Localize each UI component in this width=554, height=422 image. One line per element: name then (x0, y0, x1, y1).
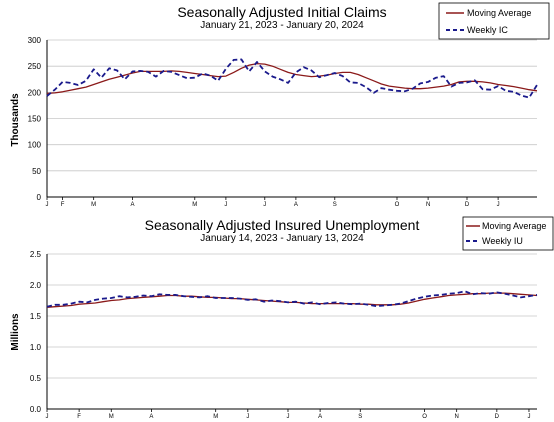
chart1-y-tick-label: 100 (28, 141, 42, 150)
plot-layer: 0 50 100 150 200 250 300 J F M A M J J A S O N D J 0.0 0.5 1.0… (28, 36, 538, 420)
chart2-y-tick-label: 2.5 (30, 250, 42, 259)
chart2-x-tick-label: F (77, 414, 81, 420)
chart1-x-tick-label: J (46, 202, 49, 208)
chart1-x-tick-label: S (333, 202, 337, 208)
chart2-y-tick-label: 1.5 (30, 312, 42, 321)
chart1-x-tick-label: A (294, 202, 298, 208)
chart2-series-weekly-line (46, 290, 538, 308)
chart2-x-tick-label: J (286, 414, 289, 420)
chart1-x-tick-label: J (224, 202, 227, 208)
chart2-x-tick-label: D (495, 414, 500, 420)
chart2-series-moving-average-line (46, 292, 538, 308)
chart1-y-axis-label: Thousands (10, 93, 21, 147)
chart1-x-tick-label: M (192, 202, 197, 208)
chart2-y-tick-label: 0.5 (30, 374, 42, 383)
chart1-y-tick-label: 50 (32, 167, 41, 176)
chart2-y-tick-label: 1.0 (30, 343, 42, 352)
chart1-legend-label-moving-average: Moving Average (467, 8, 531, 18)
chart1-y-tick-label: 300 (28, 36, 42, 45)
chart2-x-tick-label: J (46, 414, 49, 420)
chart2-legend: Moving Average Weekly IU (462, 216, 554, 251)
chart1-x-tick-label: A (131, 202, 135, 208)
chart1-x-tick-label: J (497, 202, 500, 208)
chart1-series-moving-average-line (46, 62, 538, 95)
chart1-x-tick-label: O (395, 202, 400, 208)
chart1-y-tick-label: 0 (37, 193, 42, 202)
chart1-y-tick-label: 200 (28, 88, 42, 97)
chart2-x-tick-label: O (422, 414, 427, 420)
chart2-y-tick-label: 0.0 (30, 405, 42, 414)
chart1-x-tick-label: N (426, 202, 430, 208)
chart1-legend-box (438, 2, 550, 40)
chart1-x-tick-label: M (91, 202, 96, 208)
chart1-title: Seasonally Adjusted Initial Claims (177, 4, 386, 20)
chart1-series-weekly-line (46, 58, 538, 99)
chart1-y-tick-label: 250 (28, 62, 42, 71)
chart2-legend-label-weekly: Weekly IU (482, 236, 523, 246)
chart1-x-tick-label: F (61, 202, 65, 208)
chart2-legend-box (462, 216, 554, 251)
chart1-subtitle: January 21, 2023 - January 20, 2024 (200, 20, 364, 31)
chart2-subtitle: January 14, 2023 - January 13, 2024 (200, 233, 364, 244)
chart1-legend-label-weekly: Weekly IC (467, 25, 508, 35)
chart2-x-tick-label: M (213, 414, 218, 420)
chart1-y-tick-label: 150 (28, 115, 42, 124)
chart2-x-tick-label: A (318, 414, 322, 420)
chart2-x-tick-label: J (527, 414, 530, 420)
chart2-y-axis-label: Millions (10, 313, 21, 351)
chart1-x-tick-label: D (465, 202, 470, 208)
chart2-x-tick-label: N (455, 414, 459, 420)
chart2-x-tick-label: A (149, 414, 153, 420)
chart2-title: Seasonally Adjusted Insured Unemployment (145, 217, 420, 233)
chart2-x-tick-label: S (358, 414, 362, 420)
chart2-x-tick-label: M (109, 414, 114, 420)
chart1-x-tick-label: J (263, 202, 266, 208)
chart1-legend: Moving Average Weekly IC (438, 2, 550, 40)
chart2-x-tick-label: J (246, 414, 249, 420)
chart2-legend-label-moving-average: Moving Average (482, 221, 546, 231)
chart2-y-tick-label: 2.0 (30, 281, 42, 290)
